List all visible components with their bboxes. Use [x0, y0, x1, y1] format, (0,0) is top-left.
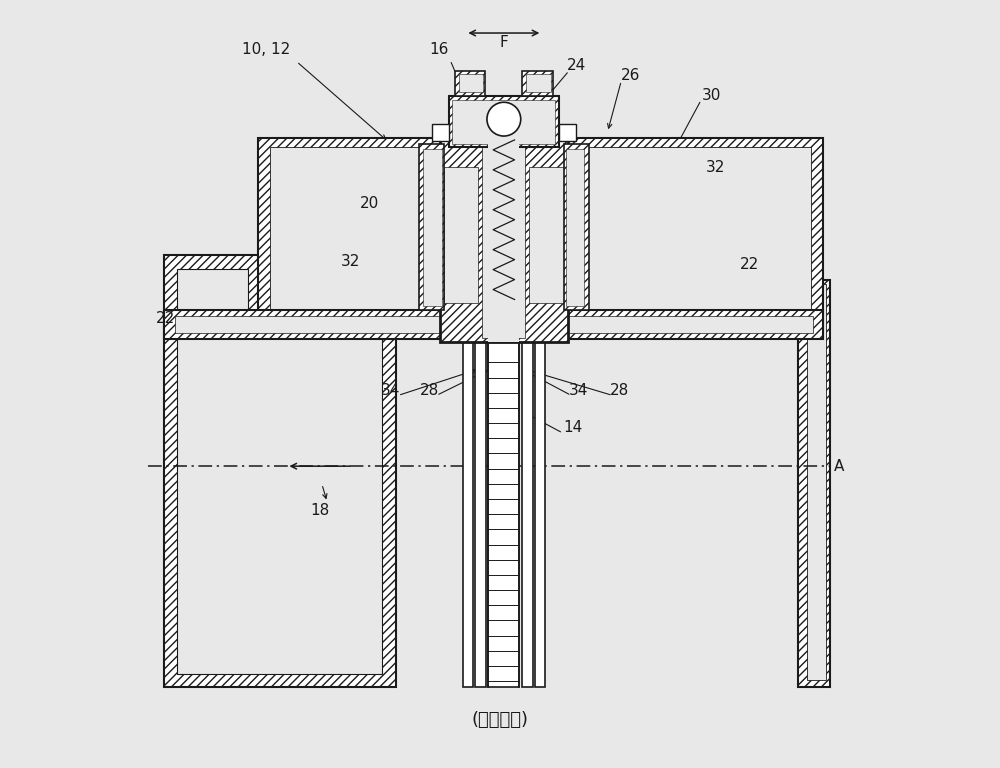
Bar — [488, 342, 519, 687]
Bar — [459, 74, 483, 92]
Bar — [488, 121, 519, 342]
Text: 20: 20 — [360, 196, 379, 211]
Text: 34: 34 — [381, 382, 401, 398]
Text: 18: 18 — [310, 503, 329, 518]
Polygon shape — [482, 133, 525, 338]
Bar — [798, 280, 830, 687]
Polygon shape — [175, 316, 441, 333]
Text: 22: 22 — [156, 311, 176, 326]
Polygon shape — [564, 144, 589, 310]
Polygon shape — [164, 310, 445, 339]
Text: A: A — [834, 458, 844, 474]
Circle shape — [487, 102, 521, 136]
Bar — [559, 124, 576, 141]
Text: 28: 28 — [420, 382, 439, 398]
Polygon shape — [563, 310, 823, 339]
Text: 10, 12: 10, 12 — [242, 42, 290, 58]
Text: 30: 30 — [702, 88, 721, 104]
Polygon shape — [444, 167, 478, 303]
Polygon shape — [529, 167, 564, 303]
Bar — [522, 339, 533, 687]
Bar — [535, 339, 545, 687]
Polygon shape — [270, 147, 433, 319]
Polygon shape — [177, 269, 382, 674]
Bar — [807, 284, 826, 680]
Text: 26: 26 — [621, 68, 640, 83]
Polygon shape — [258, 138, 445, 329]
Polygon shape — [563, 138, 823, 329]
Polygon shape — [452, 100, 555, 144]
Text: 34: 34 — [569, 382, 588, 398]
Polygon shape — [419, 144, 444, 310]
Text: 16: 16 — [429, 42, 448, 58]
Polygon shape — [566, 149, 584, 306]
Text: 24: 24 — [567, 58, 586, 73]
Text: 22: 22 — [740, 257, 759, 273]
Polygon shape — [164, 255, 396, 687]
Polygon shape — [440, 129, 568, 342]
Bar — [475, 339, 486, 687]
Polygon shape — [574, 147, 811, 319]
Bar — [522, 71, 553, 96]
Text: 32: 32 — [341, 253, 360, 269]
Text: 14: 14 — [563, 420, 583, 435]
Bar — [432, 124, 449, 141]
Text: 28: 28 — [609, 382, 629, 398]
Bar — [526, 74, 551, 92]
Bar — [455, 71, 485, 96]
Polygon shape — [449, 96, 559, 147]
Text: (现有技术): (现有技术) — [472, 711, 528, 730]
Bar — [463, 339, 473, 687]
Text: 32: 32 — [705, 160, 725, 175]
Text: F: F — [499, 35, 508, 50]
Polygon shape — [423, 149, 442, 306]
Polygon shape — [567, 316, 813, 333]
